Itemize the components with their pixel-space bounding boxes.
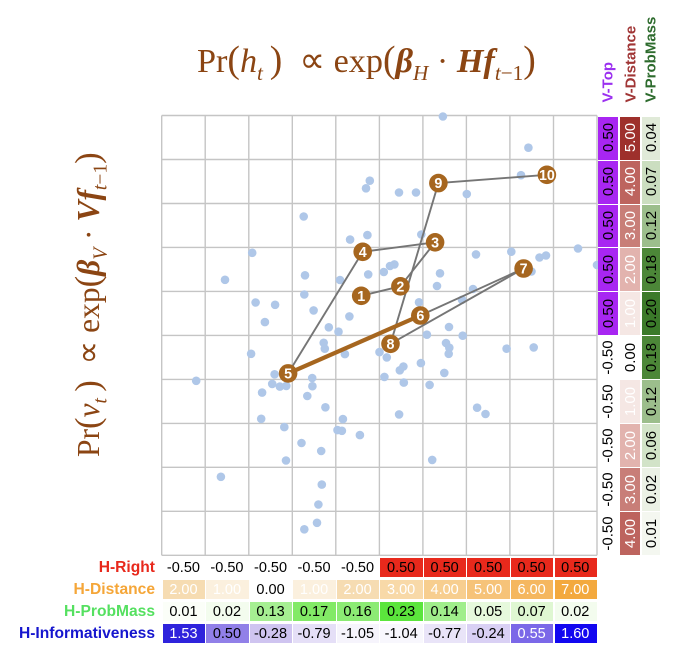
svg-text:4: 4 (359, 245, 367, 261)
svg-text:3: 3 (431, 235, 439, 251)
svg-text:7: 7 (520, 262, 528, 278)
svg-text:6: 6 (416, 309, 424, 325)
svg-text:5: 5 (284, 367, 292, 383)
svg-text:10: 10 (539, 168, 555, 184)
svg-text:8: 8 (387, 337, 395, 353)
svg-text:9: 9 (434, 176, 442, 192)
svg-text:2: 2 (396, 279, 404, 295)
svg-text:1: 1 (357, 289, 365, 305)
